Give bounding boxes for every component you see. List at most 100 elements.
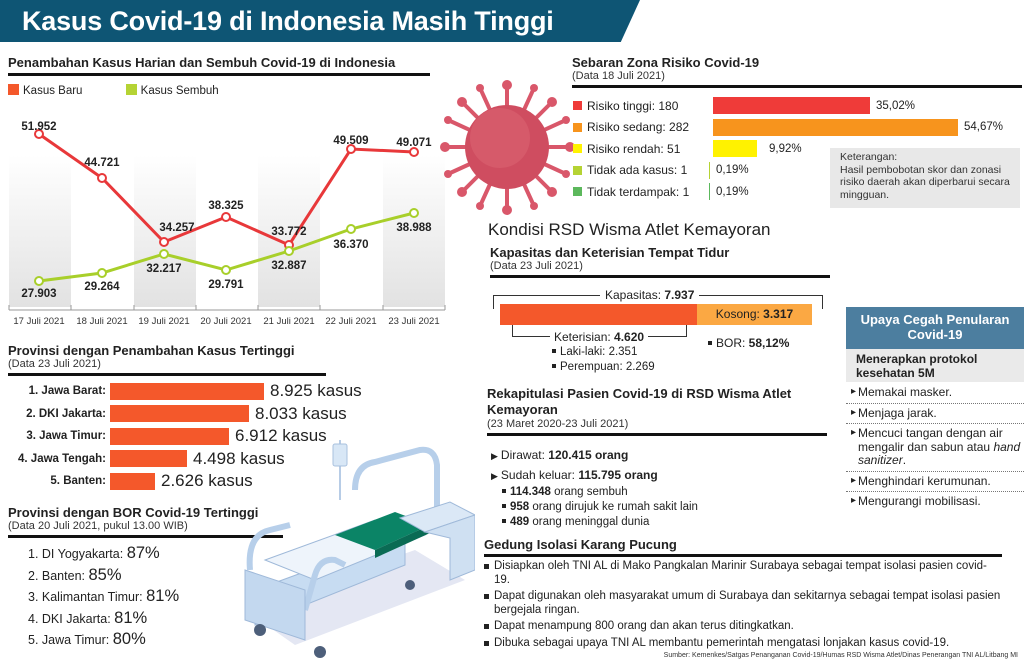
- bor-subtitle: (Data 20 Juli 2021, pukul 13.00 WIB): [8, 520, 188, 532]
- province-label: 1. Jawa Barat:: [28, 385, 106, 398]
- divider: [8, 535, 283, 538]
- risk-bar: [713, 97, 870, 115]
- rekap-list: ▶ Dirawat: 120.415 orang ▶ Sudah keluar: 1…: [491, 447, 698, 530]
- rekap-subtitle: (23 Maret 2020-23 Juli 2021): [487, 418, 629, 430]
- risk-pct: 0,19%: [716, 185, 749, 198]
- column-bands: [9, 155, 445, 307]
- daily-line-chart: 51.952 44.721 34.257 38.325 33.772 49.50…: [8, 121, 446, 327]
- bor-item: 4. DKI Jakarta: 81%: [28, 608, 148, 627]
- svg-text:27.903: 27.903: [21, 288, 56, 300]
- svg-text:23 Juli 2021: 23 Juli 2021: [388, 316, 439, 327]
- gedung-item: Dapat digunakan oleh masyarakat umum di …: [484, 590, 1002, 617]
- gedung-title: Gedung Isolasi Karang Pucung: [484, 537, 677, 552]
- capacity-section: Kapasitas dan Keterisian Tempat Tidur (D…: [490, 245, 830, 278]
- page-title: Kasus Covid-19 di Indonesia Masih Tinggi: [22, 6, 554, 36]
- province-row: 1. Jawa Barat: 8.925 kasus: [0, 380, 362, 403]
- risk-pct: 54,67%: [964, 121, 1004, 134]
- bor-item: 2. Banten: 85%: [28, 565, 122, 584]
- svg-text:34.257: 34.257: [159, 222, 194, 234]
- risk-label: Risiko tinggi: 180: [587, 98, 679, 113]
- upaya-item: Menghindari kerumunan.: [846, 472, 1024, 492]
- upaya-item: Mencuci tangan dengan air mengalir dan s…: [846, 424, 1024, 472]
- risk-swatch: [573, 144, 582, 154]
- daily-chart-title: Penambahan Kasus Harian dan Sembuh Covid…: [8, 55, 396, 70]
- divider: [8, 73, 430, 76]
- risk-bars: Risiko tinggi: 180 35,02% Risiko sedang:…: [573, 95, 1003, 203]
- risk-row: Tidak terdampak: 1 0,19%: [573, 181, 1003, 203]
- svg-text:51.952: 51.952: [21, 121, 56, 133]
- upaya-item: Menjaga jarak.: [846, 404, 1024, 424]
- province-label: 4. Jawa Tengah:: [18, 452, 106, 465]
- upaya-item: Memakai masker.: [846, 383, 1024, 404]
- laki-laki: Laki-laki: 2.351: [552, 345, 655, 360]
- province-row: 3. Jawa Timur: 6.912 kasus: [0, 425, 362, 448]
- risk-swatch: [573, 187, 582, 197]
- gedung-item: Disiapkan oleh TNI AL di Mako Pangkalan …: [484, 560, 1002, 587]
- bor-item: 5. Jawa Timur: 80%: [28, 630, 146, 648]
- province-row: 4. Jawa Tengah: 4.498 kasus: [0, 448, 362, 471]
- svg-text:18 Juli 2021: 18 Juli 2021: [76, 316, 127, 327]
- gedung-section: Gedung Isolasi Karang Pucung Disiapkan o…: [484, 537, 1002, 653]
- bor-list: 1. DI Yogyakarta: 87% 2. Banten: 85% 3. …: [28, 543, 179, 651]
- risk-pct: 0,19%: [716, 164, 749, 177]
- svg-text:21 Juli 2021: 21 Juli 2021: [263, 316, 314, 327]
- divider: [490, 275, 830, 278]
- provinces-bars: 1. Jawa Barat: 8.925 kasus 2. DKI Jakart…: [0, 380, 362, 493]
- risk-subtitle: (Data 18 Juli 2021): [572, 70, 665, 82]
- risk-section: Sebaran Zona Risiko Covid-19 (Data 18 Ju…: [572, 55, 1022, 88]
- rekap-keluar: ▶ Sudah keluar: 115.795 orang: [491, 468, 658, 482]
- risk-label: Tidak terdampak: 1: [587, 184, 690, 199]
- legend-swatch-kasus-sembuh: [125, 84, 137, 95]
- svg-text:29.264: 29.264: [84, 281, 120, 293]
- divider: [487, 433, 827, 436]
- province-bar: [110, 427, 229, 445]
- divider: [8, 373, 326, 376]
- hospital-bed-illustration: [244, 440, 475, 658]
- note-title: Keterangan:: [840, 151, 898, 163]
- svg-text:20 Juli 2021: 20 Juli 2021: [200, 316, 251, 327]
- risk-row: Risiko tinggi: 180 35,02%: [573, 95, 1003, 117]
- daily-chart-header: Penambahan Kasus Harian dan Sembuh Covid…: [8, 55, 430, 97]
- province-bar: [110, 405, 249, 423]
- chart-legend: Kasus Baru Kasus Sembuh: [8, 84, 430, 97]
- keterisian-label: Keterisian: 4.620: [550, 330, 649, 344]
- risk-note: Keterangan: Hasil pembobotan skor dan zo…: [830, 148, 1020, 208]
- risk-title: Sebaran Zona Risiko Covid-19: [572, 55, 760, 70]
- legend-kasus-sembuh: Kasus Sembuh: [140, 85, 219, 97]
- svg-text:44.721: 44.721: [84, 157, 120, 169]
- upaya-item: Mengurangi mobilisasi.: [846, 492, 1024, 512]
- gender-breakdown: Laki-laki: 2.351 Perempuan: 2.269: [552, 345, 655, 375]
- risk-swatch: [573, 165, 582, 175]
- divider: [484, 554, 1002, 557]
- kapasitas-label: Kapasitas: 7.937: [600, 288, 700, 302]
- keterisian-bar: [500, 304, 697, 325]
- perempuan: Perempuan: 2.269: [552, 360, 655, 375]
- risk-swatch: [573, 122, 582, 132]
- risk-pct: 9,92%: [769, 142, 802, 155]
- province-label: 2. DKI Jakarta:: [26, 407, 106, 420]
- rekap-sub-list: 114.348 orang sembuh 958 orang dirujuk k…: [491, 485, 698, 530]
- upaya-subtitle: Menerapkan protokol kesehatan 5M: [846, 349, 1024, 382]
- svg-text:22 Juli 2021: 22 Juli 2021: [325, 316, 376, 327]
- provinces-subtitle: (Data 23 Juli 2021): [8, 358, 101, 370]
- gedung-item: Dibuka sebagai upaya TNI AL membantu pem…: [484, 637, 1002, 651]
- rekap-dirawat: ▶ Dirawat: 120.415 orang: [491, 448, 629, 462]
- province-bar: [110, 382, 264, 400]
- kosong-bar: Kosong: 3.317: [697, 304, 812, 325]
- capacity-subtitle: (Data 23 Juli 2021): [490, 260, 583, 272]
- province-value: 6.912 kasus: [235, 426, 327, 446]
- province-label: 5. Banten:: [50, 475, 106, 488]
- bor-item: 3. Kalimantan Timur: 81%: [28, 587, 180, 605]
- risk-bar: [709, 161, 710, 179]
- rekap-title: Rekapitulasi Pasien Covid-19 di RSD Wism…: [487, 386, 792, 417]
- rekap-sub-item: 114.348 orang sembuh: [502, 485, 698, 500]
- province-bar: [110, 472, 155, 490]
- svg-text:29.791: 29.791: [208, 279, 244, 291]
- svg-text:49.509: 49.509: [333, 135, 368, 147]
- risk-pct: 35,02%: [876, 99, 916, 112]
- risk-row: Risiko sedang: 282 54,67%: [573, 117, 1003, 139]
- risk-label: Risiko rendah: 51: [587, 141, 681, 156]
- province-bar: [110, 450, 187, 468]
- upaya-list: Memakai masker. Menjaga jarak. Mencuci t…: [846, 383, 1024, 512]
- svg-text:33.772: 33.772: [271, 226, 306, 238]
